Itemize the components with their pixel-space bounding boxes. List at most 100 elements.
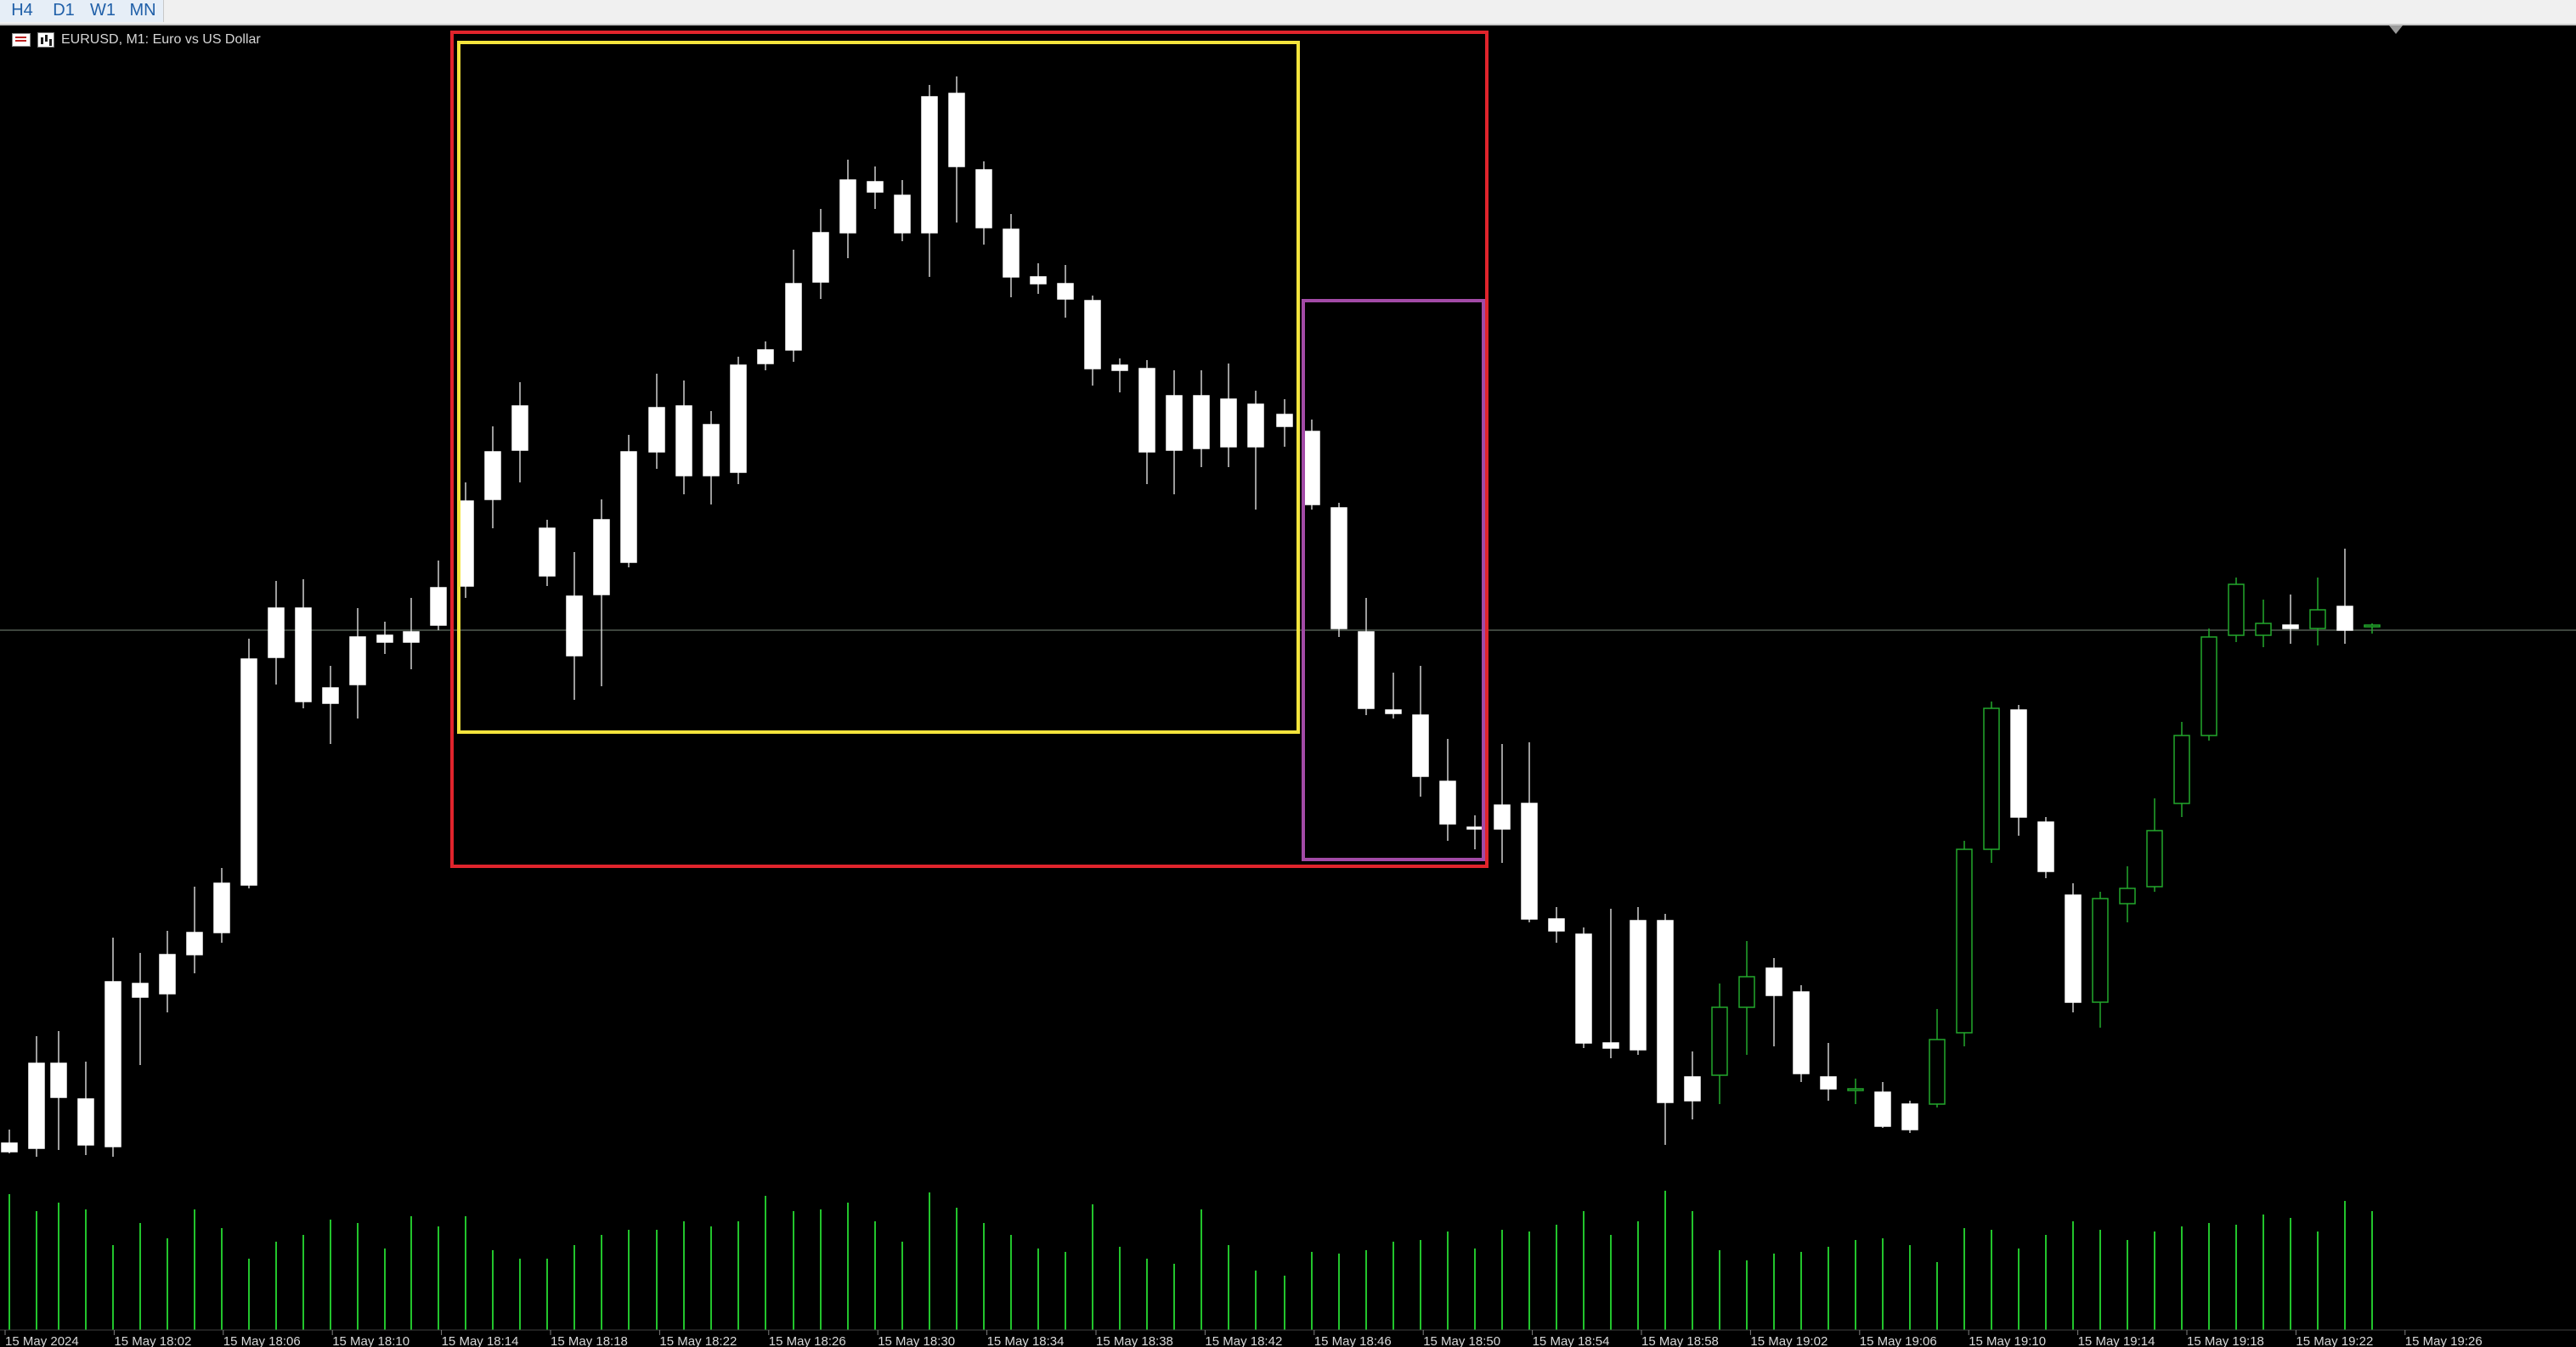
- bear-candle: [1220, 398, 1237, 448]
- bull-candle: [1929, 1039, 1946, 1105]
- bear-candle: [1412, 714, 1429, 777]
- bull-candle: [2173, 735, 2190, 804]
- timeframe-h4-button[interactable]: H4: [0, 0, 45, 22]
- bear-candle: [50, 1062, 67, 1098]
- time-axis-label: 15 May 18:30: [878, 1334, 955, 1347]
- bull-candle: [1711, 1006, 1728, 1076]
- bear-candle: [1385, 709, 1402, 714]
- bear-candle: [1358, 631, 1375, 709]
- time-axis-label: 15 May 18:38: [1096, 1334, 1173, 1347]
- bear-candle: [1111, 364, 1128, 371]
- bear-candle: [240, 658, 257, 886]
- chart-symbol-label: EURUSD, M1: Euro vs US Dollar: [12, 31, 261, 49]
- bear-candle: [620, 451, 637, 563]
- time-axis-label: 15 May 19:10: [1969, 1334, 2046, 1347]
- time-axis-label: 15 May 18:02: [114, 1334, 191, 1347]
- bear-candle: [812, 232, 829, 283]
- bear-candle: [1247, 403, 1264, 448]
- bear-candle: [376, 634, 393, 643]
- bear-candle: [566, 595, 583, 657]
- time-axis-label: 15 May 19:18: [2187, 1334, 2264, 1347]
- time-axis-label: 15 May 18:42: [1205, 1334, 1282, 1347]
- purple-rectangle-annotation: [1302, 299, 1485, 861]
- time-axis-label: 15 May 18:22: [659, 1334, 737, 1347]
- chart-shift-marker-icon[interactable]: [2389, 25, 2403, 34]
- symbol-flag-icon: [12, 33, 31, 47]
- bear-candle: [1003, 228, 1020, 278]
- bear-candle: [213, 882, 230, 933]
- time-axis-label: 15 May 18:46: [1314, 1334, 1392, 1347]
- bear-candle: [295, 607, 312, 702]
- bear-candle: [785, 283, 802, 351]
- yellow-rectangle-annotation: [457, 41, 1300, 734]
- time-axis-label: 15 May 18:58: [1641, 1334, 1719, 1347]
- time-axis-label: 15 May 18:18: [551, 1334, 628, 1347]
- bear-candle: [77, 1098, 94, 1146]
- bear-candle: [1765, 967, 1782, 996]
- bear-candle: [1657, 920, 1674, 1103]
- bear-candle: [948, 93, 965, 167]
- bear-candle: [1630, 920, 1647, 1051]
- bear-candle: [1874, 1091, 1891, 1127]
- bear-candle: [867, 181, 884, 193]
- bear-candle: [322, 687, 339, 704]
- bull-candle: [2146, 830, 2163, 888]
- bear-candle: [1303, 431, 1320, 505]
- bear-candle: [539, 527, 556, 577]
- bear-candle: [1820, 1076, 1837, 1090]
- bear-candle: [839, 179, 856, 234]
- bull-candle: [1738, 976, 1755, 1008]
- bull-candle: [2119, 888, 2136, 905]
- bear-candle: [159, 954, 176, 995]
- bear-candle: [1466, 826, 1483, 830]
- bear-candle: [894, 194, 911, 234]
- bull-candle: [2255, 623, 2272, 636]
- bear-candle: [511, 405, 528, 451]
- time-axis-label: 15 May 19:22: [2296, 1334, 2373, 1347]
- time-axis-label: 15 May 18:34: [987, 1334, 1065, 1347]
- time-axis-label: 15 May 19:06: [1860, 1334, 1937, 1347]
- bear-candle: [2336, 606, 2353, 631]
- bear-candle: [1494, 804, 1511, 830]
- time-axis-label: 15 May 19:14: [2078, 1334, 2155, 1347]
- bear-candle: [403, 631, 420, 643]
- bear-candle: [1084, 300, 1101, 369]
- bear-candle: [1684, 1076, 1701, 1102]
- bear-candle: [2037, 821, 2054, 872]
- bear-candle: [430, 587, 447, 626]
- chart-type-icon: [37, 32, 54, 48]
- bear-candle: [1193, 395, 1210, 449]
- timeframe-mn-button[interactable]: MN: [122, 0, 164, 22]
- time-axis-label: 15 May 19:02: [1750, 1334, 1827, 1347]
- bear-candle: [1548, 918, 1565, 932]
- time-axis-label: 15 May 18:10: [332, 1334, 410, 1347]
- bear-candle: [2010, 709, 2027, 818]
- bear-candle: [703, 424, 720, 476]
- bear-candle: [593, 519, 610, 595]
- bear-candle: [730, 364, 747, 473]
- bull-candle: [2228, 583, 2245, 636]
- time-axis-label: 15 May 18:06: [223, 1334, 301, 1347]
- bull-candle: [2200, 636, 2217, 736]
- red-rectangle-annotation: [450, 31, 1489, 868]
- time-axis-label: 15 May 18:26: [769, 1334, 846, 1347]
- bear-candle: [921, 96, 938, 234]
- bull-candle: [2092, 898, 2109, 1003]
- time-axis-label: 15 May 18:54: [1533, 1334, 1610, 1347]
- bear-candle: [484, 451, 501, 500]
- time-axis-label: 15 May 2024: [5, 1334, 79, 1347]
- bear-candle: [2282, 624, 2299, 629]
- timeframe-toolbar: H4 D1 W1 MN: [0, 0, 2576, 25]
- bull-candle: [1956, 848, 1973, 1034]
- bull-candle: [2309, 609, 2326, 629]
- bear-candle: [1276, 414, 1293, 427]
- bear-candle: [1901, 1103, 1918, 1130]
- bear-candle: [132, 983, 149, 998]
- bear-candle: [1, 1142, 18, 1153]
- bear-candle: [1030, 276, 1047, 285]
- timeframe-d1-button[interactable]: D1: [44, 0, 84, 22]
- chart-title: EURUSD, M1: Euro vs US Dollar: [61, 32, 261, 47]
- bear-candle: [349, 636, 366, 685]
- time-axis-label: 15 May 18:14: [442, 1334, 519, 1347]
